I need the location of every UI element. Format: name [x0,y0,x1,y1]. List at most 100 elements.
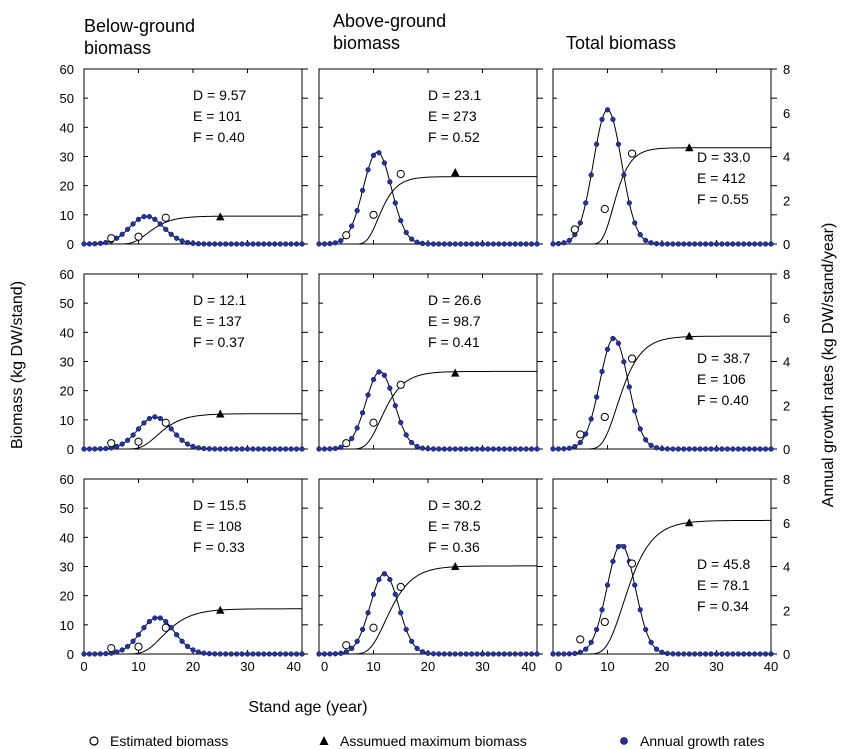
x-tick-label: 20 [421,659,435,674]
growth-rate-point [135,216,142,222]
y-tick-label-right: 0 [783,647,790,662]
growth-rate-point [534,241,540,247]
growth-rate-point [255,446,262,452]
growth-rate-point [561,446,567,452]
growth-rate-point [157,615,163,621]
param-label-d: D = 38.7 [697,350,751,366]
growth-rate-point [376,576,382,583]
growth-rate-point [681,241,687,247]
growth-rate-point [206,651,212,657]
growth-rate-point [124,226,131,232]
growth-rate-point [135,632,142,638]
growth-rate-point [724,446,731,452]
growth-rate-point [103,445,109,452]
growth-rate-point [697,241,703,247]
param-label-f: F = 0.52 [428,129,480,145]
legend-max-label: Assumued maximum biomass [340,733,527,749]
growth-rate-point [223,241,229,247]
growth-rate-point [190,443,196,450]
growth-rate-point [681,651,687,657]
growth-rate-point [643,626,649,633]
growth-rate-point [702,446,709,452]
growth-rate-point [272,446,278,452]
growth-rate-point [719,651,725,657]
growth-rate-point [146,618,153,625]
growth-rate-point [664,650,671,657]
x-tick-label: 20 [186,659,200,674]
growth-rate-point [119,231,125,237]
growth-rate-point [277,446,283,452]
growth-rate-point [168,231,174,237]
growth-rate-point [507,241,513,247]
growth-rate-point [632,220,638,226]
growth-rate-point [179,437,185,443]
growth-rate-point [741,446,747,452]
growth-rate-point [555,446,562,452]
growth-rate-point [212,651,218,657]
biomass-curve [319,565,537,655]
param-label-f: F = 0.37 [193,334,245,350]
growth-rate-point [398,419,404,426]
growth-rate-point [141,420,147,426]
growth-rate-point [599,607,605,613]
growth-rate-point [152,615,158,621]
growth-rate-point [332,651,338,657]
growth-rate-point [343,649,349,655]
panel-r1-c2: 0 2 4 6 8 D = 38.7 E = 106 F = 0.40 [550,267,790,457]
growth-rate-point [239,241,245,247]
growth-rate-point [266,651,272,657]
growth-rate-point [643,437,649,443]
column-title-below: Below-ground biomass [84,16,200,58]
param-label-e: E = 108 [193,518,242,534]
growth-rate-point [441,651,447,657]
x-axis-label: Stand age (year) [248,699,367,716]
growth-rate-point [496,241,502,247]
y-tick-label-left: 0 [67,237,74,252]
y-tick-label-right: 4 [783,150,790,165]
growth-rate-point [697,651,703,657]
y-tick-label-left: 60 [60,62,74,77]
growth-rate-point [130,638,136,644]
growth-rate-point [419,240,426,247]
growth-rate-point [469,241,475,247]
growth-rate-point [365,392,371,398]
growth-rate-point [599,368,605,375]
growth-rate-point [414,645,420,652]
growth-rate-point [190,647,196,653]
growth-rate-point [490,241,497,247]
panel-r2-c2: 0 10 20 30 40 0 2 4 6 8 D = 45.8 E = 78.1 F = 0.34 [550,472,790,674]
growth-rate-point [381,571,388,577]
growth-rate-point [266,241,272,247]
growth-rate-point [490,651,497,657]
x-tick-label: 10 [366,659,380,674]
biomass-curve [84,215,302,245]
growth-rate-point [293,446,300,452]
growth-rate-point [675,241,681,247]
y-tick-label-right: 2 [783,193,790,208]
growth-rate-point [81,651,87,657]
growth-rate-point [757,651,763,657]
growth-rate-point [637,426,643,432]
growth-rate-point [550,241,556,247]
growth-rate-point [244,651,251,657]
biomass-curve [319,176,537,245]
growth-rate-point [174,235,180,241]
growth-rate-point [593,141,600,147]
growth-rate-point [146,415,153,422]
growth-rate-point [370,376,377,383]
growth-rate-point [523,651,529,657]
max-biomass-marker [451,368,460,377]
growth-rate-point [277,651,283,657]
growth-rate-point [593,626,600,633]
growth-rate-point [724,651,731,657]
growth-rate-point [360,187,366,194]
growth-rate-point [528,241,535,247]
legend-growth-label: Annual growth rates [640,733,765,749]
growth-rate-point [686,241,692,247]
growth-rate-point [261,446,267,452]
growth-rate-point [212,241,218,247]
growth-rate-point [659,446,665,452]
growth-rate-point [157,221,163,227]
x-tick-label: 0 [321,659,328,674]
growth-rate-point [479,241,486,247]
